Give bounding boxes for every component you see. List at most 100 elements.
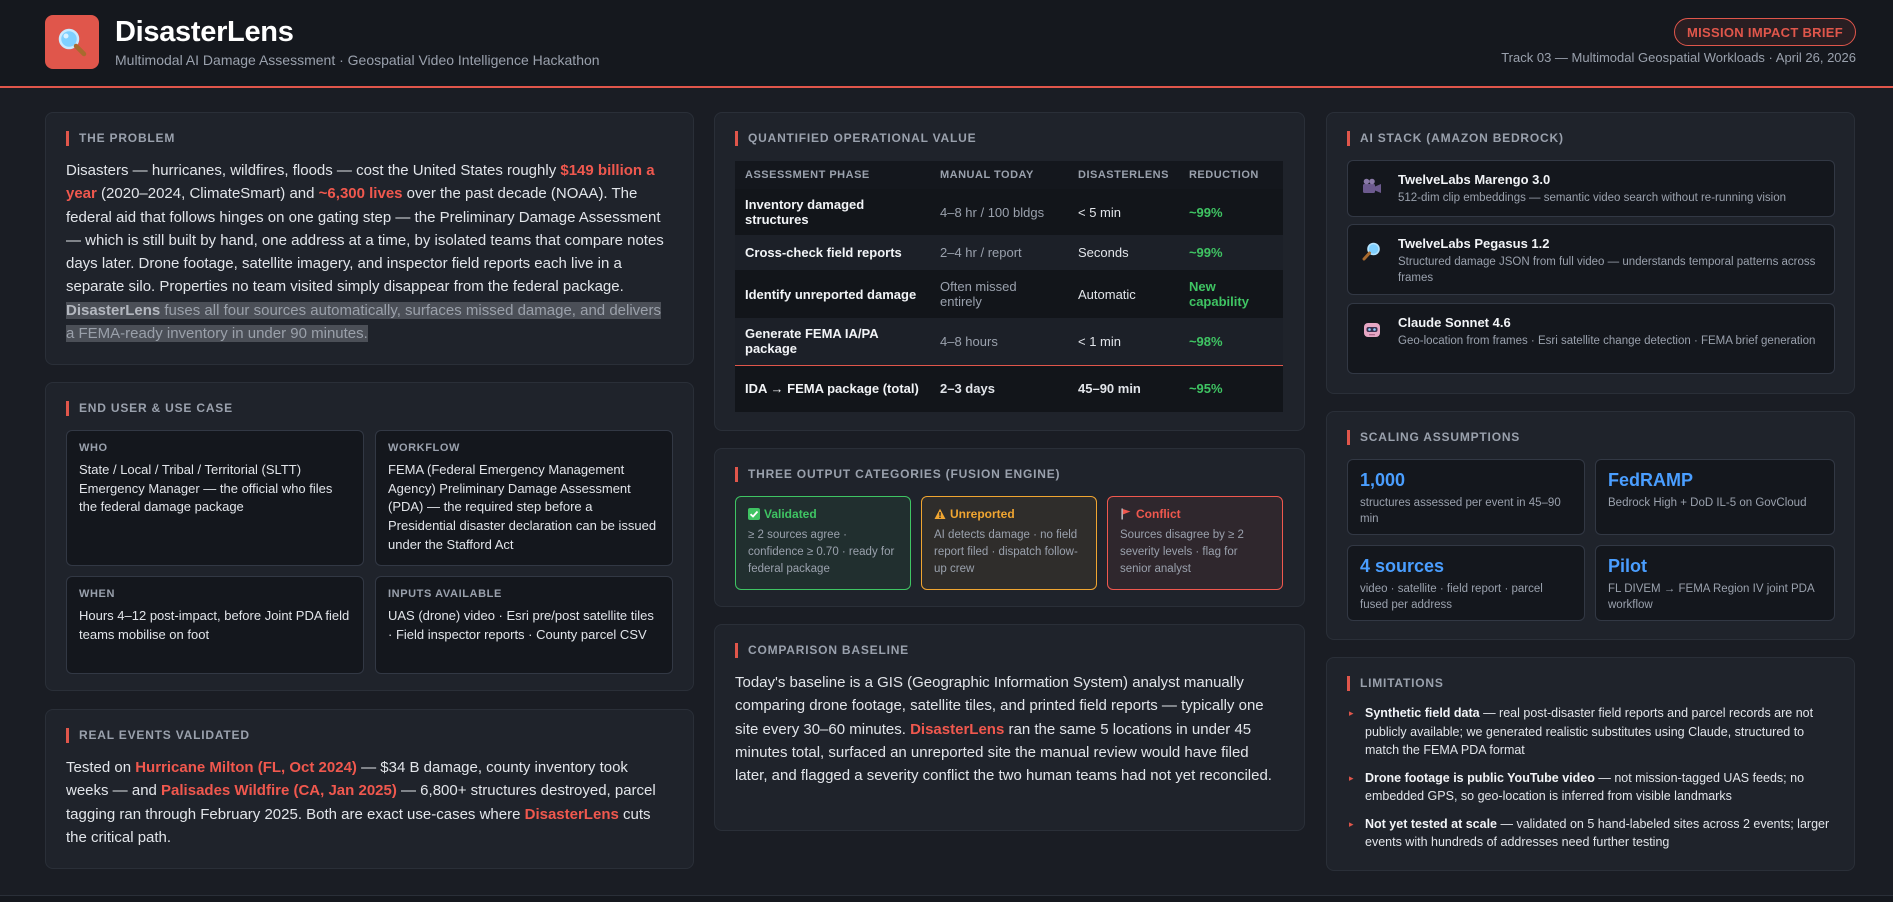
selected-text[interactable]: DisasterLens fuses all four sources auto… bbox=[66, 301, 662, 343]
phase-cell: Generate FEMA IA/PA package bbox=[735, 318, 930, 365]
comparison-baseline-card: COMPARISON BASELINE Today's baseline is … bbox=[714, 624, 1305, 831]
magnifier-icon bbox=[58, 28, 87, 57]
scale-stat-value: 4 sources bbox=[1360, 556, 1445, 576]
col-disasterlens: DISASTERLENS bbox=[1068, 161, 1179, 189]
limitations-card: LIMITATIONS Synthetic field data — real … bbox=[1326, 657, 1855, 871]
real-events-text-4: cuts the critical path. bbox=[66, 805, 651, 846]
robot-icon bbox=[1364, 323, 1380, 337]
who-text: State / Local / Tribal / Territorial (SL… bbox=[79, 462, 333, 515]
workflow-heading: WORKFLOW bbox=[388, 442, 461, 454]
workflow-text: FEMA (Federal Emergency Management Agenc… bbox=[388, 462, 657, 552]
when-text: Hours 4–12 post-impact, before Joint PDA… bbox=[79, 608, 350, 642]
mission-impact-badge: MISSION IMPACT BRIEF bbox=[1674, 18, 1856, 46]
problem-card: THE PROBLEM Disasters — hurricanes, wild… bbox=[45, 112, 694, 365]
output-categories-card: THREE OUTPUT CATEGORIES (FUSION ENGINE) … bbox=[714, 448, 1305, 607]
conflict-heading: Conflict bbox=[1120, 507, 1270, 521]
ops-header-row: ASSESSMENT PHASE MANUAL TODAY DISASTERLE… bbox=[735, 161, 1283, 189]
app-title: DisasterLens bbox=[115, 16, 294, 48]
scale-stat-text: FL DIVEM → FEMA Region IV joint PDA work… bbox=[1608, 583, 1815, 611]
unreported-heading: Unreported bbox=[934, 507, 1084, 521]
phase-cell: IDA → FEMA package (total) bbox=[735, 364, 930, 412]
reduction-cell: ~95% bbox=[1178, 364, 1283, 412]
workflow-card: WORKFLOW FEMA (Federal Emergency Managem… bbox=[375, 430, 673, 566]
scale-stat-value: 1,000 bbox=[1360, 470, 1406, 490]
phase-cell: Identify unreported damage bbox=[735, 270, 930, 318]
baseline-brand-highlight: DisasterLens bbox=[910, 720, 1005, 738]
validated-text: ≥ 2 sources agree · confidence ≥ 0.70 · … bbox=[748, 529, 895, 575]
problem-text-4: fuses all four sources automatically, su… bbox=[66, 301, 662, 343]
track-info: Track 03 — Multimodal Geospatial Workloa… bbox=[1501, 50, 1856, 65]
disasterlens-cell: < 1 min bbox=[1068, 318, 1179, 365]
milton-highlight: Hurricane Milton (FL, Oct 2024) bbox=[135, 759, 357, 776]
manual-cell: 2–4 hr / report bbox=[930, 235, 1068, 270]
reduction-cell: ~99% bbox=[1178, 189, 1283, 235]
limitation-text: — validated on 5 hand-labeled sites acro… bbox=[1365, 816, 1830, 850]
when-card: WHEN Hours 4–12 post-impact, before Join… bbox=[66, 576, 364, 674]
stack-item-pegasus: TwelveLabs Pegasus 1.2 Structured damage… bbox=[1347, 224, 1835, 295]
brand-highlight: DisasterLens bbox=[524, 805, 619, 823]
problem-text: Disasters — hurricanes, wildfires, flood… bbox=[66, 159, 673, 345]
stack-item-desc: Structured damage JSON from full video —… bbox=[1398, 256, 1816, 284]
scale-stat-value: Pilot bbox=[1608, 556, 1647, 576]
reduction-cell: ~98% bbox=[1178, 318, 1283, 365]
end-user-card: END USER & USE CASE WHO State / Local / … bbox=[45, 382, 694, 691]
manual-cell: 2–3 days bbox=[930, 364, 1068, 412]
inputs-card: INPUTS AVAILABLE UAS (drone) video · Esr… bbox=[375, 576, 673, 674]
real-events-text-1: Tested on bbox=[66, 759, 136, 776]
who-heading: WHO bbox=[79, 442, 108, 454]
ops-value-card: QUANTIFIED OPERATIONAL VALUE ASSESSMENT … bbox=[714, 112, 1305, 431]
scale-stat-structures: 1,000 structures assessed per event in 4… bbox=[1347, 459, 1585, 535]
inputs-heading: INPUTS AVAILABLE bbox=[388, 588, 502, 600]
conflict-label: Conflict bbox=[1136, 507, 1181, 521]
problem-title: THE PROBLEM bbox=[66, 131, 175, 146]
list-item: Synthetic field data — real post-disaste… bbox=[1347, 704, 1834, 760]
app-subtitle: Multimodal AI Damage Assessment · Geospa… bbox=[115, 52, 600, 68]
magnifier-icon bbox=[1362, 242, 1380, 261]
list-item: Not yet tested at scale — validated on 5… bbox=[1347, 815, 1834, 852]
brand-name-inline: DisasterLens bbox=[66, 301, 161, 319]
phase-cell: Cross-check field reports bbox=[735, 235, 930, 270]
scale-stat-sources: 4 sources video · satellite · field repo… bbox=[1347, 545, 1585, 621]
validated-category: Validated ≥ 2 sources agree · confidence… bbox=[735, 496, 911, 590]
problem-text-1: Disasters — hurricanes, wildfires, flood… bbox=[66, 162, 561, 179]
ops-value-title: QUANTIFIED OPERATIONAL VALUE bbox=[735, 131, 976, 146]
ops-table: ASSESSMENT PHASE MANUAL TODAY DISASTERLE… bbox=[735, 161, 1283, 412]
real-events-text: Tested on Hurricane Milton (FL, Oct 2024… bbox=[66, 756, 673, 849]
table-row: Identify unreported damage Often missed … bbox=[735, 270, 1283, 318]
conflict-text: Sources disagree by ≥ 2 severity levels … bbox=[1120, 529, 1244, 575]
unreported-text: AI detects damage · no field report file… bbox=[934, 529, 1078, 575]
flag-icon bbox=[1121, 508, 1131, 520]
end-user-title: END USER & USE CASE bbox=[66, 401, 233, 416]
reduction-cell: New capability bbox=[1178, 270, 1283, 318]
scaling-card: SCALING ASSUMPTIONS 1,000 structures ass… bbox=[1326, 411, 1855, 640]
manual-cell: Often missed entirely bbox=[930, 270, 1068, 318]
limitation-bold: Not yet tested at scale bbox=[1365, 816, 1497, 831]
limitations-list: Synthetic field data — real post-disaste… bbox=[1347, 704, 1834, 861]
limitation-bold: Drone footage is public YouTube video bbox=[1365, 770, 1595, 785]
limitation-text: — not mission-tagged UAS feeds; no embed… bbox=[1365, 770, 1805, 804]
scale-stat-text: Bedrock High + DoD IL-5 on GovCloud bbox=[1608, 497, 1807, 509]
col-phase: ASSESSMENT PHASE bbox=[735, 161, 930, 189]
stack-item-claude: Claude Sonnet 4.6 Geo-location from fram… bbox=[1347, 303, 1835, 374]
real-events-title: REAL EVENTS VALIDATED bbox=[66, 728, 250, 743]
scale-stat-text: structures assessed per event in 45–90 m… bbox=[1360, 497, 1561, 525]
ai-stack-title: AI STACK (AMAZON BEDROCK) bbox=[1347, 131, 1564, 146]
validated-label: Validated bbox=[764, 507, 817, 521]
disasterlens-cell: Automatic bbox=[1068, 270, 1179, 318]
when-heading: WHEN bbox=[79, 588, 116, 600]
inputs-text: UAS (drone) video · Esri pre/post satell… bbox=[388, 608, 654, 642]
phase-cell: Inventory damaged structures bbox=[735, 189, 930, 235]
reduction-cell: ~99% bbox=[1178, 235, 1283, 270]
disasterlens-cell: Seconds bbox=[1068, 235, 1179, 270]
table-row: Cross-check field reports 2–4 hr / repor… bbox=[735, 235, 1283, 270]
check-icon bbox=[748, 508, 760, 520]
ai-stack-card: AI STACK (AMAZON BEDROCK) TwelveLabs Mar… bbox=[1326, 112, 1855, 394]
unreported-label: Unreported bbox=[950, 507, 1015, 521]
stack-item-marengo: TwelveLabs Marengo 3.0 512-dim clip embe… bbox=[1347, 160, 1835, 217]
scale-stat-pilot: Pilot FL DIVEM → FEMA Region IV joint PD… bbox=[1595, 545, 1835, 621]
baseline-text: Today's baseline is a GIS (Geographic In… bbox=[735, 671, 1284, 787]
palisades-highlight: Palisades Wildfire (CA, Jan 2025) bbox=[161, 782, 397, 800]
validated-heading: Validated bbox=[748, 507, 898, 521]
who-card: WHO State / Local / Tribal / Territorial… bbox=[66, 430, 364, 566]
stack-item-name: TwelveLabs Pegasus 1.2 bbox=[1398, 236, 1550, 251]
